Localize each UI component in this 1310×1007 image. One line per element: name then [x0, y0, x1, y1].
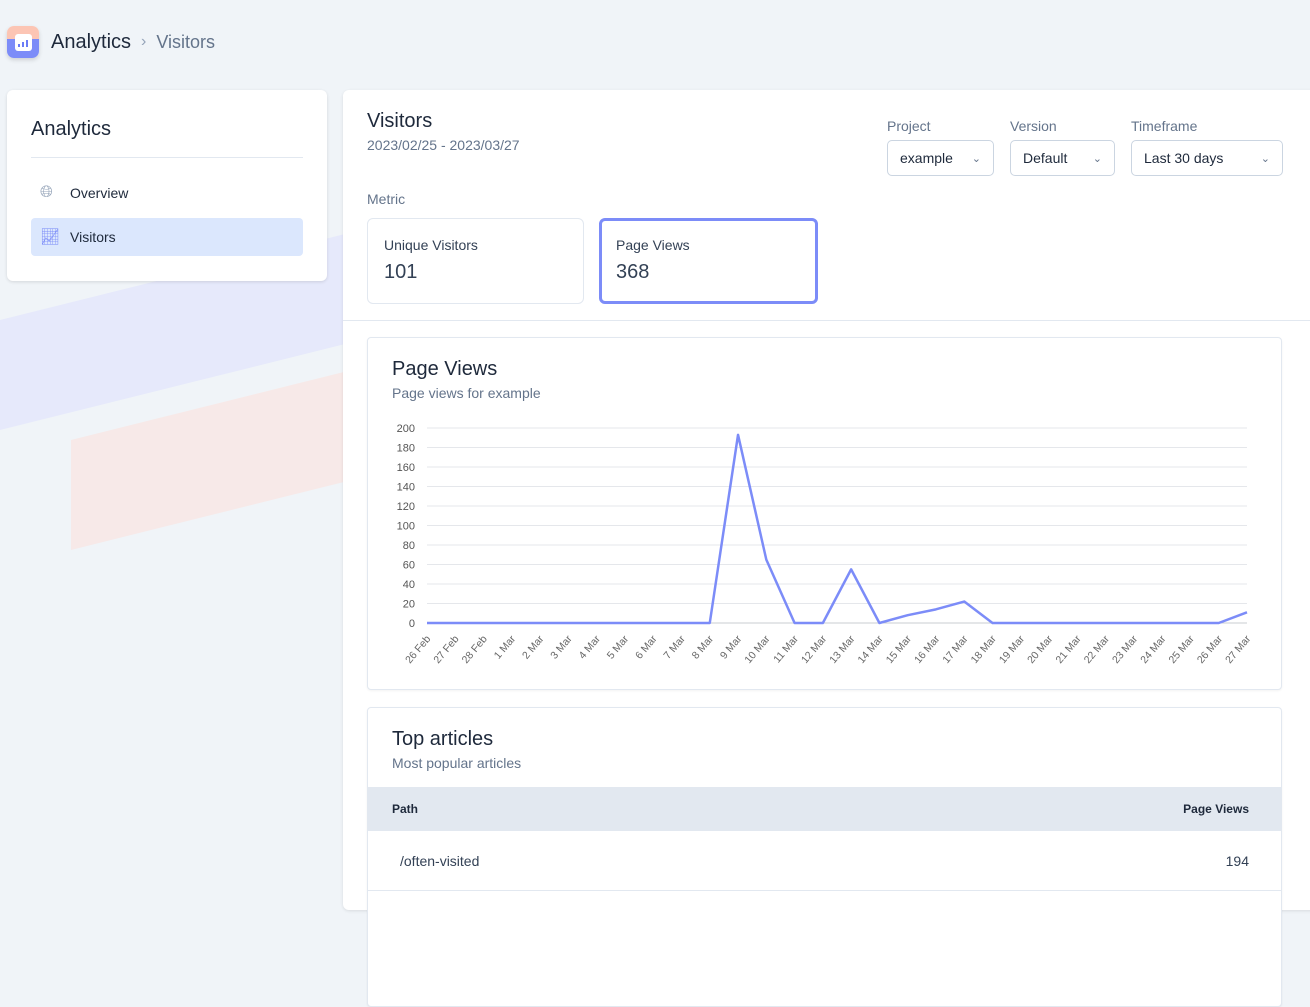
x-tick-label: 8 Mar: [690, 633, 717, 662]
page-title: Visitors: [367, 110, 433, 132]
project-filter: Project example ⌄: [887, 118, 994, 176]
column-path: Path: [392, 802, 419, 816]
chevron-down-icon: ⌄: [1260, 152, 1270, 165]
articles-title: Top articles: [392, 728, 494, 750]
y-tick-label: 100: [397, 521, 415, 533]
x-tick-label: 13 Mar: [827, 633, 858, 666]
x-tick-label: 28 Feb: [460, 633, 490, 666]
chevron-down-icon: ⌄: [971, 152, 981, 165]
x-tick-label: 15 Mar: [884, 633, 915, 666]
x-tick-label: 27 Feb: [431, 633, 461, 666]
metric-label: Metric: [367, 191, 406, 207]
presentation-chart-icon: 📈︎: [40, 229, 61, 246]
x-tick-label: 27 Mar: [1223, 633, 1254, 666]
project-label: Project: [887, 118, 931, 134]
timeframe-select[interactable]: Last 30 days ⌄: [1131, 140, 1283, 176]
globe-icon: 🌐︎: [40, 184, 53, 201]
x-tick-label: 10 Mar: [742, 633, 773, 666]
y-tick-label: 140: [397, 482, 415, 494]
version-filter: Version Default ⌄: [1010, 118, 1115, 176]
metric-card-unique-visitors[interactable]: Unique Visitors 101: [367, 218, 584, 304]
metric-card-label: Page Views: [616, 237, 690, 253]
x-tick-label: 7 Mar: [661, 633, 688, 662]
table-header: Path Page Views: [368, 787, 1281, 831]
x-tick-label: 18 Mar: [969, 633, 1000, 666]
x-tick-label: 12 Mar: [799, 633, 830, 666]
metric-card-label: Unique Visitors: [384, 237, 478, 253]
version-value: Default: [1023, 150, 1068, 166]
x-tick-label: 1 Mar: [492, 633, 519, 662]
article-path[interactable]: /often-visited: [400, 852, 480, 869]
y-tick-label: 40: [403, 579, 415, 591]
x-tick-label: 25 Mar: [1167, 633, 1198, 666]
page-views-chart-card: Page Views Page views for example 0 20 40 6…: [367, 337, 1282, 690]
divider: [343, 320, 1310, 321]
sidebar-title: Analytics: [31, 118, 303, 158]
metric-card-value: 368: [616, 261, 650, 283]
timeframe-value: Last 30 days: [1144, 150, 1224, 166]
breadcrumb-root[interactable]: Analytics: [51, 30, 132, 53]
main-panel: Visitors 2023/02/25 - 2023/03/27 Project…: [343, 90, 1310, 1007]
x-tick-label: 17 Mar: [940, 633, 971, 666]
x-tick-label: 2 Mar: [520, 633, 547, 662]
sidebar-item-label: Visitors: [70, 229, 116, 245]
article-views: 194: [1225, 852, 1249, 869]
sidebar-item-overview[interactable]: 🌐︎ Overview: [31, 174, 303, 212]
project-value: example: [900, 150, 953, 166]
chart-subtitle: Page views for example: [392, 385, 541, 401]
y-tick-label: 160: [397, 462, 415, 474]
x-tick-label: 14 Mar: [856, 633, 887, 666]
x-tick-label: 20 Mar: [1025, 633, 1056, 666]
y-tick-label: 60: [403, 560, 415, 572]
x-tick-label: 26 Feb: [403, 633, 433, 666]
sidebar-item-visitors[interactable]: 📈︎ Visitors: [31, 218, 303, 256]
timeframe-filter: Timeframe Last 30 days ⌄: [1131, 118, 1283, 176]
x-tick-label: 16 Mar: [912, 633, 943, 666]
metric-card-value: 101: [384, 261, 418, 283]
x-tick-label: 23 Mar: [1110, 633, 1141, 666]
y-tick-label: 0: [409, 618, 415, 630]
x-tick-label: 9 Mar: [718, 633, 745, 662]
breadcrumb-current: Visitors: [156, 31, 216, 52]
x-tick-label: 19 Mar: [997, 633, 1028, 666]
sidebar-item-label: Overview: [70, 185, 129, 201]
x-tick-label: 11 Mar: [771, 633, 801, 666]
y-tick-label: 20: [403, 599, 415, 611]
y-tick-label: 180: [397, 443, 415, 455]
y-tick-label: 80: [403, 540, 415, 552]
version-label: Version: [1010, 118, 1057, 134]
version-select[interactable]: Default ⌄: [1010, 140, 1115, 176]
sidebar: Analytics 🌐︎ Overview 📈︎ Visitors: [7, 90, 327, 281]
top-articles-card: Top articles Most popular articles Path P…: [367, 707, 1282, 1007]
x-tick-label: 22 Mar: [1082, 633, 1113, 666]
chevron-down-icon: ⌄: [1092, 152, 1102, 165]
x-tick-label: 5 Mar: [605, 633, 632, 662]
app-logo-icon: [7, 26, 39, 58]
chevron-right-icon: ›: [141, 33, 147, 50]
timeframe-label: Timeframe: [1131, 118, 1198, 134]
x-tick-label: 3 Mar: [548, 633, 575, 662]
x-tick-label: 6 Mar: [633, 633, 660, 662]
page-views-series-line: [427, 433, 1248, 625]
column-page-views: Page Views: [1183, 802, 1249, 816]
x-tick-label: 21 Mar: [1053, 633, 1084, 666]
articles-subtitle: Most popular articles: [392, 755, 522, 771]
y-tick-label: 120: [397, 501, 415, 513]
breadcrumb: Analytics › Visitors: [7, 26, 215, 58]
table-row[interactable]: /often-visited 194: [368, 831, 1281, 891]
y-tick-label: 200: [397, 423, 415, 435]
x-tick-label: 24 Mar: [1138, 633, 1169, 666]
metric-card-page-views[interactable]: Page Views 368: [599, 218, 818, 304]
chart-title: Page Views: [392, 358, 498, 380]
date-range: 2023/02/25 - 2023/03/27: [367, 137, 520, 153]
x-tick-label: 26 Mar: [1195, 633, 1226, 666]
x-tick-label: 4 Mar: [577, 633, 604, 662]
project-select[interactable]: example ⌄: [887, 140, 994, 176]
